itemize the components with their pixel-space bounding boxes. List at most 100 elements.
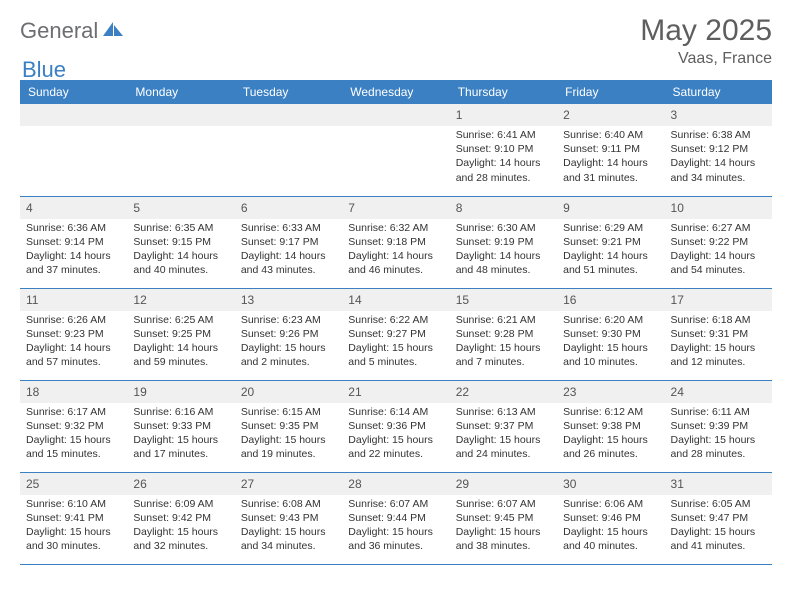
- calendar-cell: 7 Sunrise: 6:32 AMSunset: 9:18 PMDaylight…: [342, 196, 449, 288]
- day-detail: Sunrise: 6:05 AMSunset: 9:47 PMDaylight:…: [671, 497, 768, 554]
- day-number: 9: [563, 201, 570, 215]
- calendar-cell: 19Sunrise: 6:16 AMSunset: 9:33 PMDayligh…: [127, 380, 234, 472]
- day-detail: Sunrise: 6:14 AMSunset: 9:36 PMDaylight:…: [348, 405, 445, 462]
- title-block: May 2025 Vaas, France: [640, 14, 772, 68]
- day-detail: Sunrise: 6:23 AMSunset: 9:26 PMDaylight:…: [241, 313, 338, 370]
- calendar-cell: 5Sunrise: 6:35 AMSunset: 9:15 PMDaylight…: [127, 196, 234, 288]
- day-detail: Sunrise: 6:09 AMSunset: 9:42 PMDaylight:…: [133, 497, 230, 554]
- calendar-page: General May 2025 Vaas, France Blue Sunda…: [0, 0, 792, 575]
- calendar-cell: [235, 104, 342, 196]
- day-detail: Sunrise: 6:07 AMSunset: 9:44 PMDaylight:…: [348, 497, 445, 554]
- day-number: 19: [133, 385, 146, 399]
- day-detail: Sunrise: 6:27 AMSunset: 9:22 PMDaylight:…: [671, 221, 768, 278]
- day-detail: Sunrise: 6:36 AMSunset: 9:14 PMDaylight:…: [26, 221, 123, 278]
- day-number: 18: [26, 385, 39, 399]
- day-number: 14: [348, 293, 361, 307]
- day-detail: Sunrise: 6:08 AMSunset: 9:43 PMDaylight:…: [241, 497, 338, 554]
- day-number: 30: [563, 477, 576, 491]
- calendar-cell: [342, 104, 449, 196]
- day-detail: Sunrise: 6:25 AMSunset: 9:25 PMDaylight:…: [133, 313, 230, 370]
- day-number: 20: [241, 385, 254, 399]
- calendar-cell: [20, 104, 127, 196]
- day-detail: Sunrise: 6:12 AMSunset: 9:38 PMDaylight:…: [563, 405, 660, 462]
- day-number: 13: [241, 293, 254, 307]
- day-number: 21: [348, 385, 361, 399]
- day-number: 8: [456, 201, 463, 215]
- brand-logo: General: [20, 14, 128, 44]
- day-detail: Sunrise: 6:38 AMSunset: 9:12 PMDaylight:…: [671, 128, 768, 185]
- calendar-cell: 23 Sunrise: 6:12 AMSunset: 9:38 PMDayligh…: [557, 380, 664, 472]
- day-detail: Sunrise: 6:33 AMSunset: 9:17 PMDaylight:…: [241, 221, 338, 278]
- sail-icon: [102, 20, 124, 38]
- day-number: 5: [133, 201, 140, 215]
- day-number: 29: [456, 477, 469, 491]
- calendar-cell: 21 Sunrise: 6:14 AMSunset: 9:36 PMDayligh…: [342, 380, 449, 472]
- calendar-cell: 14Sunrise: 6:22 AMSunset: 9:27 PMDayligh…: [342, 288, 449, 380]
- calendar-cell: 26 Sunrise: 6:09 AMSunset: 9:42 PMDayligh…: [127, 472, 234, 564]
- day-number: 17: [671, 293, 684, 307]
- day-detail: Sunrise: 6:21 AMSunset: 9:28 PMDaylight:…: [456, 313, 553, 370]
- calendar-cell: 9 Sunrise: 6:29 AMSunset: 9:21 PMDaylight…: [557, 196, 664, 288]
- day-detail: Sunrise: 6:13 AMSunset: 9:37 PMDaylight:…: [456, 405, 553, 462]
- day-detail: Sunrise: 6:40 AMSunset: 9:11 PMDaylight:…: [563, 128, 660, 185]
- calendar-cell: 22 Sunrise: 6:13 AMSunset: 9:37 PMDayligh…: [450, 380, 557, 472]
- day-detail: Sunrise: 6:32 AMSunset: 9:18 PMDaylight:…: [348, 221, 445, 278]
- calendar-cell: 6 Sunrise: 6:33 AMSunset: 9:17 PMDaylight…: [235, 196, 342, 288]
- calendar-cell: 29Sunrise: 6:07 AMSunset: 9:45 PMDayligh…: [450, 472, 557, 564]
- calendar-cell: 10Sunrise: 6:27 AMSunset: 9:22 PMDayligh…: [665, 196, 772, 288]
- day-header: Friday: [557, 80, 664, 104]
- day-number: 27: [241, 477, 254, 491]
- calendar-table: SundayMondayTuesdayWednesdayThursdayFrid…: [20, 80, 772, 565]
- calendar-cell: [127, 104, 234, 196]
- calendar-cell: 28 Sunrise: 6:07 AMSunset: 9:44 PMDayligh…: [342, 472, 449, 564]
- day-number: 26: [133, 477, 146, 491]
- calendar-body: 1Sunrise: 6:41 AMSunset: 9:10 PMDaylight…: [20, 104, 772, 564]
- calendar-cell: 31 Sunrise: 6:05 AMSunset: 9:47 PMDayligh…: [665, 472, 772, 564]
- day-number: 3: [671, 108, 678, 122]
- day-number: 15: [456, 293, 469, 307]
- day-header: Sunday: [20, 80, 127, 104]
- day-number: 28: [348, 477, 361, 491]
- day-detail: Sunrise: 6:10 AMSunset: 9:41 PMDaylight:…: [26, 497, 123, 554]
- day-header: Thursday: [450, 80, 557, 104]
- day-detail: Sunrise: 6:26 AMSunset: 9:23 PMDaylight:…: [26, 313, 123, 370]
- calendar-cell: 24Sunrise: 6:11 AMSunset: 9:39 PMDayligh…: [665, 380, 772, 472]
- day-header: Saturday: [665, 80, 772, 104]
- calendar-header-row: SundayMondayTuesdayWednesdayThursdayFrid…: [20, 80, 772, 104]
- brand-part1: General: [20, 18, 98, 44]
- calendar-cell: 12 Sunrise: 6:25 AMSunset: 9:25 PMDayligh…: [127, 288, 234, 380]
- day-number: 2: [563, 108, 570, 122]
- calendar-cell: 30 Sunrise: 6:06 AMSunset: 9:46 PMDayligh…: [557, 472, 664, 564]
- day-number: 11: [26, 293, 38, 307]
- calendar-week-row: 11 Sunrise: 6:26 AMSunset: 9:23 PMDayligh…: [20, 288, 772, 380]
- calendar-cell: 13 Sunrise: 6:23 AMSunset: 9:26 PMDayligh…: [235, 288, 342, 380]
- day-number: 7: [348, 201, 355, 215]
- day-detail: Sunrise: 6:17 AMSunset: 9:32 PMDaylight:…: [26, 405, 123, 462]
- calendar-cell: 4Sunrise: 6:36 AMSunset: 9:14 PMDaylight…: [20, 196, 127, 288]
- day-detail: Sunrise: 6:20 AMSunset: 9:30 PMDaylight:…: [563, 313, 660, 370]
- calendar-cell: 17Sunrise: 6:18 AMSunset: 9:31 PMDayligh…: [665, 288, 772, 380]
- day-number: 31: [671, 477, 684, 491]
- calendar-week-row: 25 Sunrise: 6:10 AMSunset: 9:41 PMDayligh…: [20, 472, 772, 564]
- day-number: 22: [456, 385, 469, 399]
- calendar-cell: 18 Sunrise: 6:17 AMSunset: 9:32 PMDayligh…: [20, 380, 127, 472]
- day-header: Wednesday: [342, 80, 449, 104]
- day-number: 25: [26, 477, 39, 491]
- day-number: 23: [563, 385, 576, 399]
- day-detail: Sunrise: 6:11 AMSunset: 9:39 PMDaylight:…: [671, 405, 768, 462]
- calendar-cell: 11 Sunrise: 6:26 AMSunset: 9:23 PMDayligh…: [20, 288, 127, 380]
- page-header: General May 2025 Vaas, France: [20, 14, 772, 68]
- calendar-week-row: 4Sunrise: 6:36 AMSunset: 9:14 PMDaylight…: [20, 196, 772, 288]
- day-detail: Sunrise: 6:29 AMSunset: 9:21 PMDaylight:…: [563, 221, 660, 278]
- day-number: 6: [241, 201, 248, 215]
- calendar-cell: 20Sunrise: 6:15 AMSunset: 9:35 PMDayligh…: [235, 380, 342, 472]
- calendar-week-row: 18 Sunrise: 6:17 AMSunset: 9:32 PMDayligh…: [20, 380, 772, 472]
- day-detail: Sunrise: 6:41 AMSunset: 9:10 PMDaylight:…: [456, 128, 553, 185]
- day-header: Monday: [127, 80, 234, 104]
- calendar-week-row: 1Sunrise: 6:41 AMSunset: 9:10 PMDaylight…: [20, 104, 772, 196]
- calendar-cell: 3 Sunrise: 6:38 AMSunset: 9:12 PMDaylight…: [665, 104, 772, 196]
- day-number: 12: [133, 293, 146, 307]
- calendar-cell: 16Sunrise: 6:20 AMSunset: 9:30 PMDayligh…: [557, 288, 664, 380]
- day-detail: Sunrise: 6:06 AMSunset: 9:46 PMDaylight:…: [563, 497, 660, 554]
- day-detail: Sunrise: 6:30 AMSunset: 9:19 PMDaylight:…: [456, 221, 553, 278]
